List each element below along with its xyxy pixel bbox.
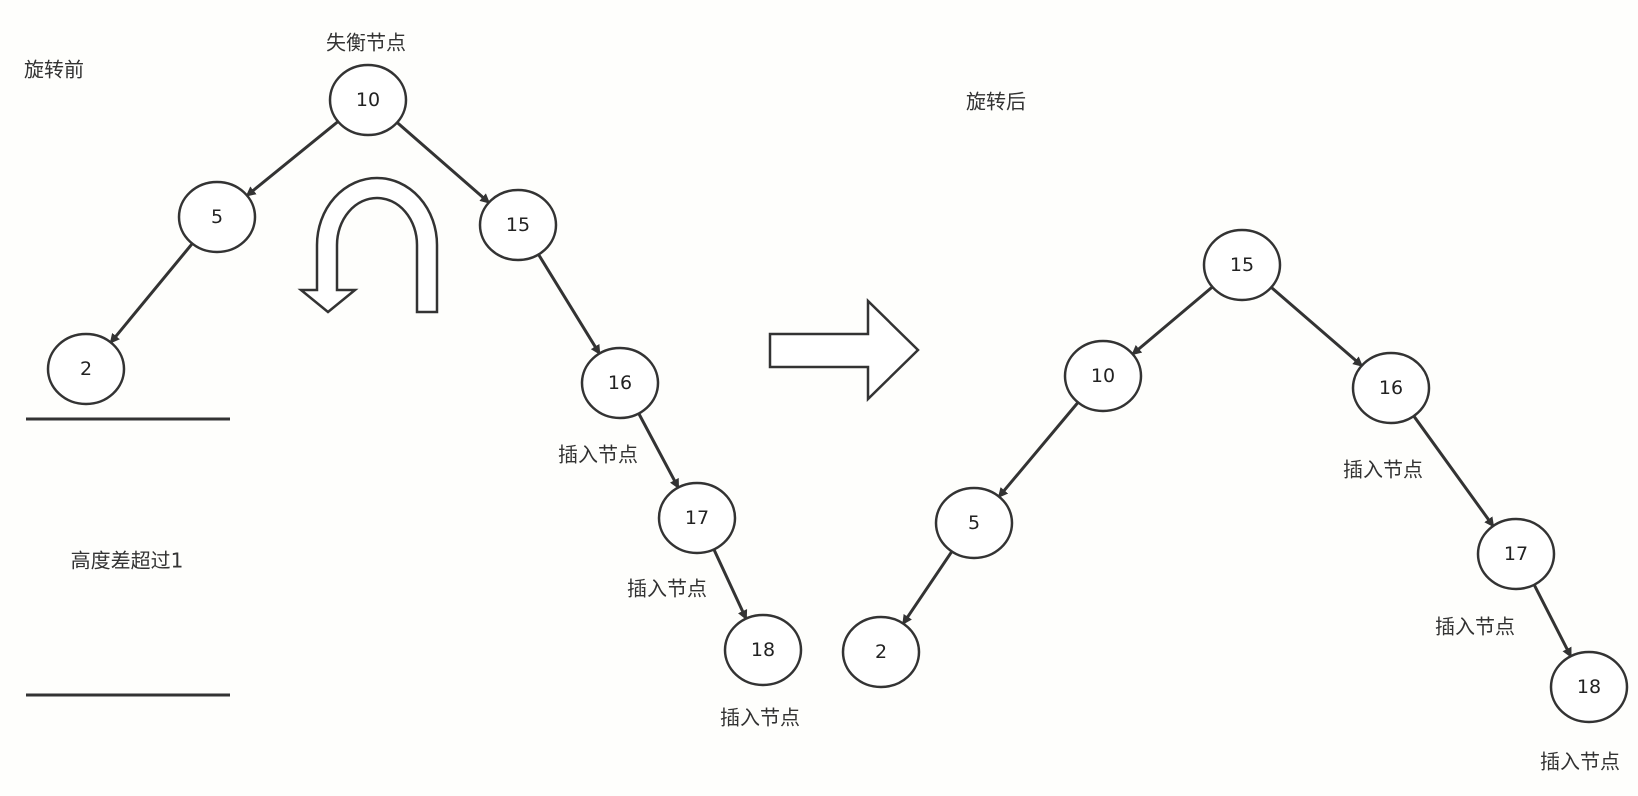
- after-edge-m5-m2: [901, 549, 955, 626]
- before-node-18: 18: [723, 613, 803, 687]
- before-edge-n10-n5: [245, 119, 341, 198]
- insert-label-17: 插入节点: [627, 576, 707, 601]
- before-node-2-value: 2: [80, 358, 92, 380]
- after-node-15: 15: [1202, 228, 1282, 302]
- before-edge-n5-n2: [109, 241, 195, 344]
- before-node-16-value: 16: [608, 372, 632, 394]
- before-node-5-circle: [177, 180, 257, 254]
- insert-label-16: 插入节点: [558, 442, 638, 467]
- insert-label-18: 插入节点: [720, 705, 800, 730]
- after-node-16-circle: [1351, 351, 1431, 425]
- before-node-16-circle: [580, 346, 660, 420]
- after-node-16-value: 16: [1379, 377, 1403, 399]
- before-node-2: 2: [46, 332, 126, 406]
- after-node-2-circle: [841, 615, 921, 689]
- before-node-10-circle: [328, 63, 408, 137]
- after-node-2: 2: [841, 615, 921, 689]
- before-node-18-value: 18: [751, 639, 775, 661]
- after-edge-m10-m5: [997, 400, 1081, 499]
- before-node-17: 17: [657, 481, 737, 555]
- before-node-17-circle: [657, 481, 737, 555]
- before-node-17-value: 17: [685, 507, 709, 529]
- after-node-10-circle: [1063, 339, 1143, 413]
- before-node-15-circle: [478, 188, 558, 262]
- before-node-15: 15: [478, 188, 558, 262]
- before-node-2-circle: [46, 332, 126, 406]
- after-node-15-circle: [1202, 228, 1282, 302]
- after-edge-m16-m17: [1411, 413, 1495, 528]
- before-title: 旋转前: [24, 57, 84, 82]
- after-edge-m17-m18: [1532, 582, 1573, 658]
- after-node-5-circle: [934, 486, 1014, 560]
- before-node-10: 10: [328, 63, 408, 137]
- before-node-18-circle: [723, 613, 803, 687]
- right-arrow-icon: [768, 298, 920, 402]
- before-edge-n15-n16: [536, 252, 602, 356]
- before-node-5: 5: [177, 180, 257, 254]
- after-title: 旋转后: [966, 89, 1026, 114]
- before-node-10-value: 10: [356, 89, 380, 111]
- before-node-5-value: 5: [211, 206, 223, 228]
- after-insert-label-18: 插入节点: [1540, 749, 1620, 774]
- u-turn-arrow-icon: [297, 176, 439, 314]
- after-insert-label-16: 插入节点: [1343, 457, 1423, 482]
- after-node-5: 5: [934, 486, 1014, 560]
- after-node-17: 17: [1476, 517, 1556, 591]
- after-node-5-value: 5: [968, 512, 980, 534]
- after-node-15-value: 15: [1230, 254, 1254, 276]
- before-node-16: 16: [580, 346, 660, 420]
- before-edge-n16-n17: [636, 411, 680, 490]
- after-node-2-value: 2: [875, 641, 887, 663]
- after-node-18-circle: [1549, 650, 1629, 724]
- after-node-18-value: 18: [1577, 676, 1601, 698]
- after-node-18: 18: [1549, 650, 1629, 724]
- after-edge-m15-m10: [1131, 284, 1215, 356]
- after-edge-m15-m16: [1268, 285, 1364, 368]
- before-node-15-value: 15: [506, 214, 530, 236]
- height-difference-label: 高度差超过1: [70, 548, 184, 573]
- unbalanced-node-label: 失衡节点: [326, 30, 406, 55]
- before-edge-n17-n18: [711, 547, 748, 621]
- after-node-16: 16: [1351, 351, 1431, 425]
- after-node-17-value: 17: [1504, 543, 1528, 565]
- after-insert-label-17: 插入节点: [1435, 614, 1515, 639]
- after-node-10: 10: [1063, 339, 1143, 413]
- after-node-17-circle: [1476, 517, 1556, 591]
- after-node-10-value: 10: [1091, 365, 1115, 387]
- before-edge-n10-n15: [394, 120, 491, 205]
